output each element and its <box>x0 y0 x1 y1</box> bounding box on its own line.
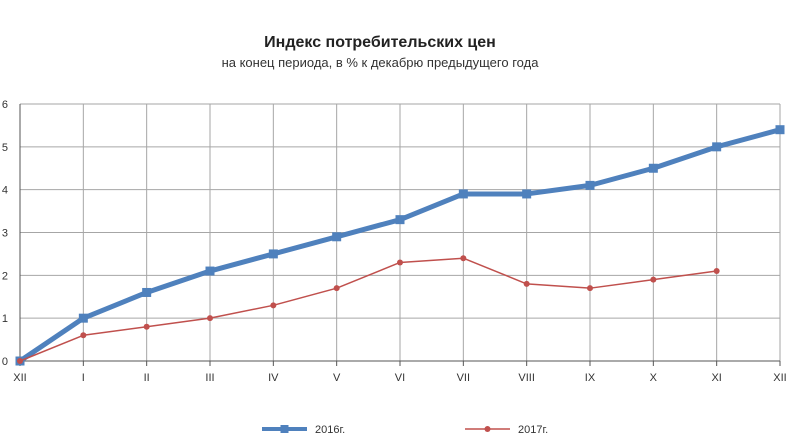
data-point-series-1 <box>648 163 658 173</box>
chart-legend: 2016г. 2017г. <box>262 424 548 436</box>
x-tick-label: XII <box>773 372 786 384</box>
x-tick-label: III <box>205 372 214 384</box>
x-tick-label: V <box>333 372 341 384</box>
data-point-series-1 <box>522 189 532 199</box>
y-tick-label: 6 <box>2 99 8 111</box>
data-point-series-2 <box>270 302 277 309</box>
data-point-series-1 <box>142 287 152 297</box>
data-point-series-2 <box>587 285 593 292</box>
legend-marker-2 <box>484 426 491 432</box>
data-point-series-1 <box>78 313 88 323</box>
series-lines <box>15 125 785 366</box>
x-tick-label: XI <box>711 372 721 384</box>
chart-subtitle: на конец периода, в % к декабрю предыдущ… <box>221 55 539 70</box>
data-point-series-2 <box>143 323 150 330</box>
x-tick-label: VI <box>395 372 405 384</box>
data-point-series-1 <box>205 266 215 276</box>
series-line-2 <box>19 257 717 362</box>
x-axis-ticks: XII I II III IV V VI VII VIII IX X XI XII <box>13 372 786 384</box>
x-tick-label: XII <box>13 372 26 384</box>
data-point-series-1 <box>775 125 785 135</box>
data-point-series-2 <box>17 358 23 364</box>
y-tick-label: 0 <box>2 356 8 368</box>
x-tick-label: II <box>144 372 150 384</box>
data-point-series-1 <box>332 232 342 242</box>
x-tick-label: I <box>82 372 85 384</box>
legend-label-2: 2017г. <box>518 424 548 436</box>
legend-marker-1 <box>280 425 289 433</box>
y-tick-label: 3 <box>2 228 8 240</box>
data-point-series-1 <box>712 142 722 152</box>
data-point-series-2 <box>650 276 657 283</box>
x-tick-label: VIII <box>518 372 535 384</box>
data-point-series-2 <box>207 315 213 322</box>
data-point-series-1 <box>268 249 278 259</box>
chart-axes <box>19 104 781 366</box>
legend-label-1: 2016г. <box>315 424 345 436</box>
y-tick-label: 2 <box>2 270 8 282</box>
chart-title: Индекс потребительских цен <box>264 34 496 51</box>
y-tick-label: 4 <box>2 185 8 197</box>
x-tick-label: IX <box>585 372 596 384</box>
x-tick-label: VII <box>457 372 470 384</box>
data-point-series-2 <box>460 255 467 262</box>
x-tick-label: IV <box>268 372 279 384</box>
data-point-series-1 <box>458 189 468 199</box>
chart-grid <box>19 103 781 362</box>
data-point-series-2 <box>713 268 720 275</box>
data-point-series-2 <box>80 332 87 339</box>
x-tick-label: X <box>650 372 658 384</box>
data-point-series-2 <box>333 285 340 292</box>
data-point-series-2 <box>523 280 530 287</box>
y-axis-ticks: 0 1 2 3 4 5 6 <box>2 99 8 368</box>
data-point-series-1 <box>395 215 405 225</box>
y-tick-label: 5 <box>2 142 8 154</box>
y-tick-label: 1 <box>2 313 8 325</box>
data-point-series-2 <box>397 259 403 266</box>
data-point-series-1 <box>585 180 595 190</box>
